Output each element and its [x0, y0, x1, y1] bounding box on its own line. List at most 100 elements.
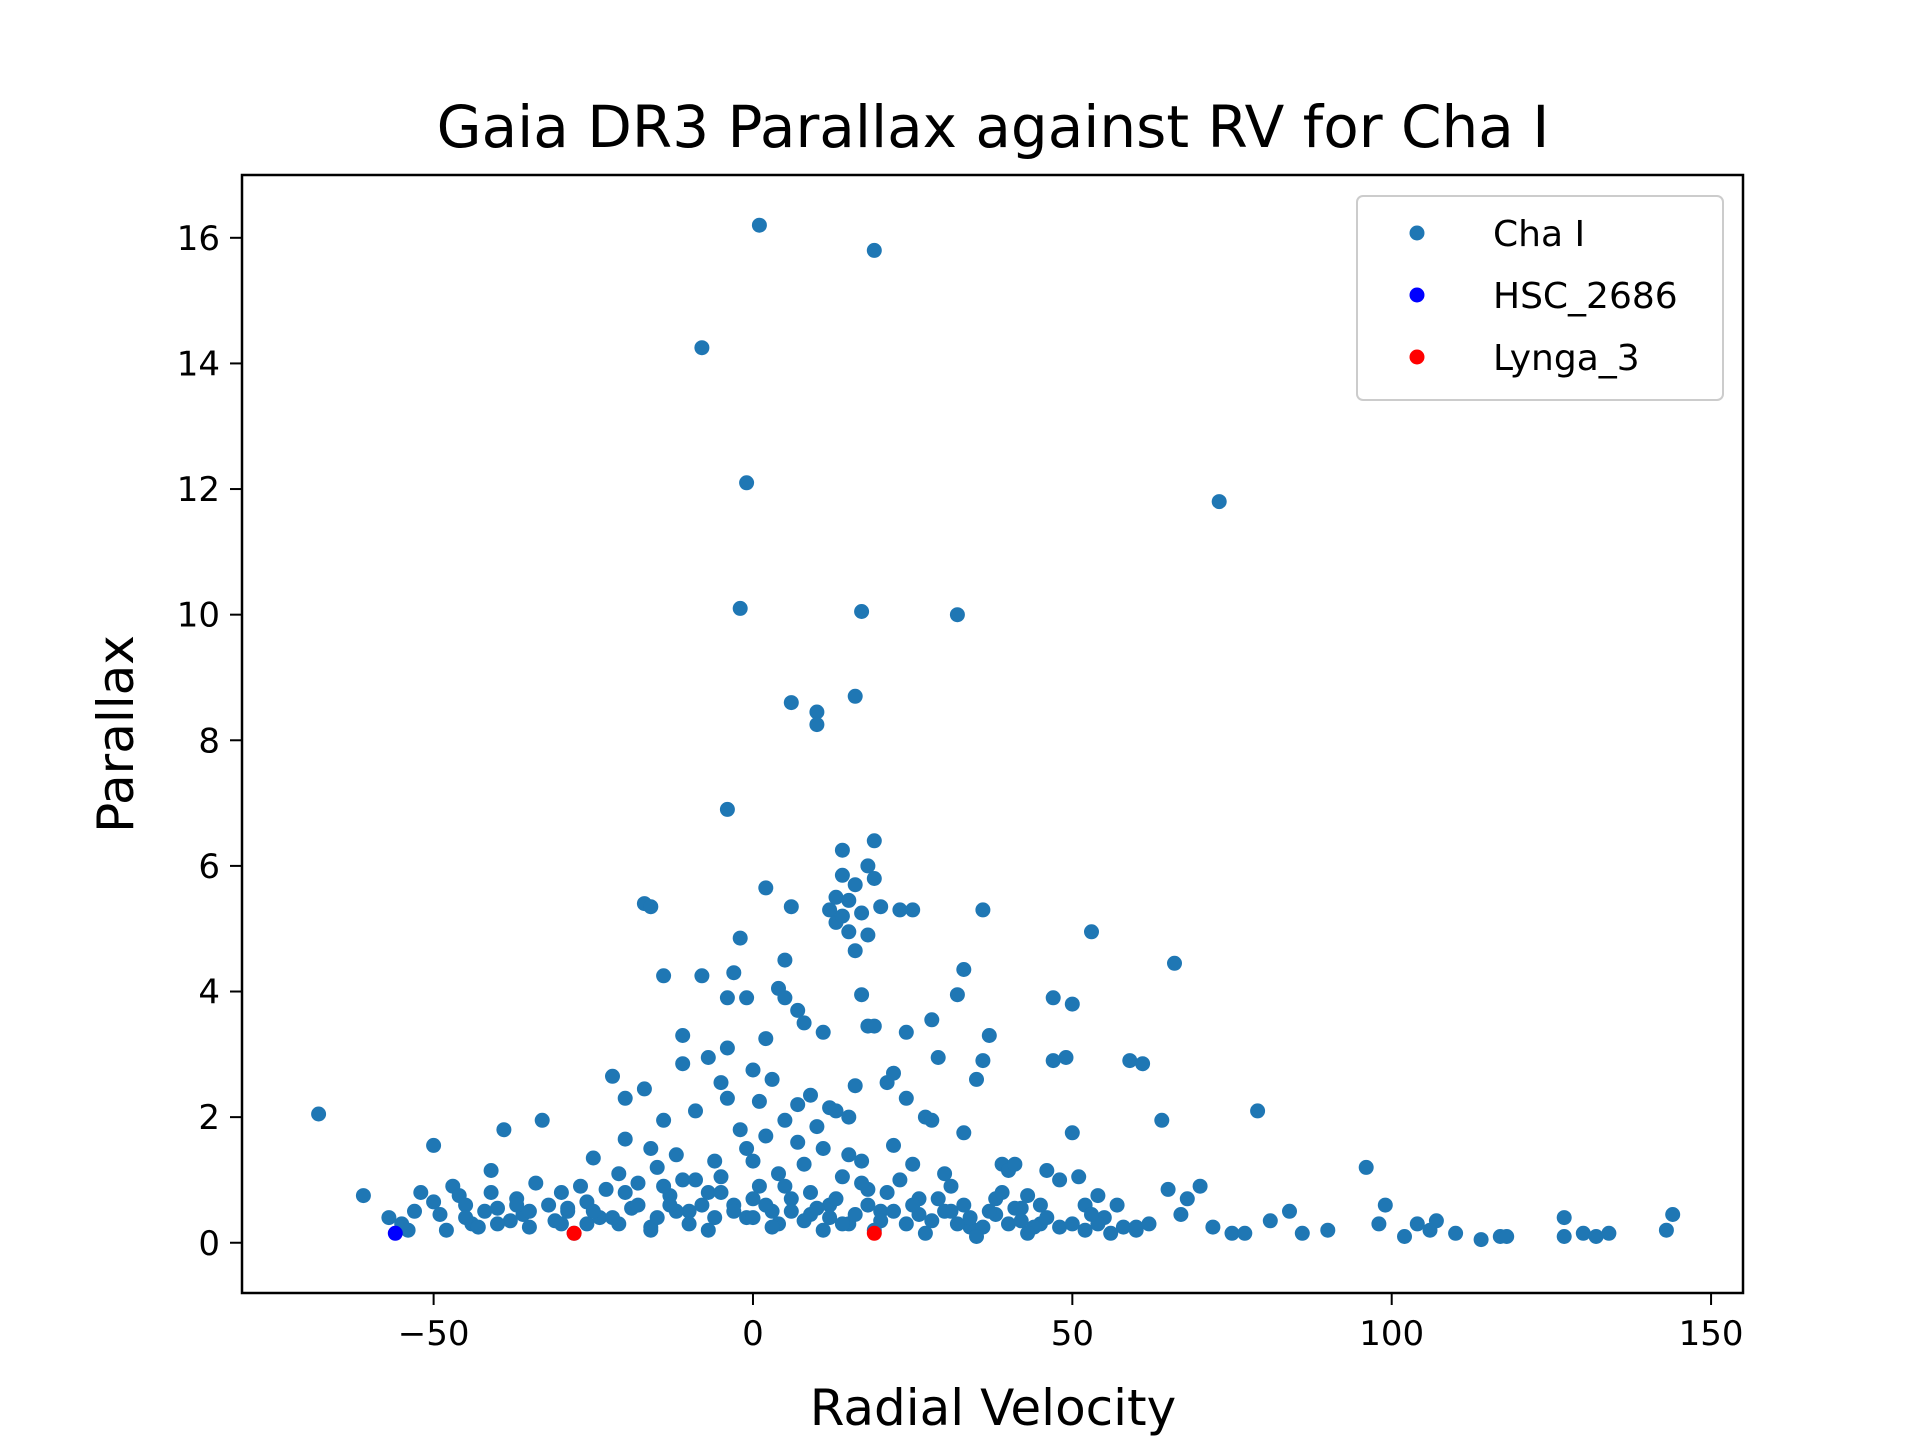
- point-cha-i-75: [739, 990, 755, 1006]
- point-cha-i-253: [1013, 1213, 1029, 1229]
- point-cha-i-69: [726, 965, 742, 981]
- point-cha-i-193: [1211, 494, 1227, 510]
- point-cha-i-293: [1007, 1200, 1023, 1216]
- point-cha-i-150: [930, 1050, 946, 1065]
- point-cha-i-8: [432, 1207, 448, 1222]
- point-cha-i-154: [949, 987, 965, 1003]
- x-tick-label: 150: [1679, 1314, 1744, 1354]
- point-cha-i-141: [892, 902, 908, 918]
- point-cha-i-144: [905, 902, 921, 918]
- x-axis: −50 0 50 100 150: [398, 1293, 1744, 1354]
- point-cha-i-128: [860, 858, 876, 874]
- point-cha-i-85: [764, 1071, 780, 1087]
- point-cha-i-111: [828, 1103, 844, 1119]
- point-cha-i-297: [1032, 1197, 1048, 1213]
- point-cha-i-207: [1428, 1213, 1444, 1229]
- point-cha-i-184: [1135, 1056, 1151, 1072]
- legend-entries: Cha I HSC_2686 Lynga_3: [1409, 214, 1678, 379]
- point-cha-i-94: [783, 1191, 799, 1207]
- point-cha-i-35: [598, 1181, 614, 1197]
- point-cha-i-134: [866, 871, 882, 886]
- point-cha-i-161: [981, 1028, 997, 1043]
- point-cha-i-37: [611, 1166, 627, 1182]
- point-cha-i-288: [841, 1147, 857, 1163]
- point-cha-i-123: [847, 1078, 863, 1094]
- point-cha-i-171: [1045, 990, 1061, 1006]
- point-cha-i-64: [713, 1169, 729, 1185]
- point-cha-i-264: [656, 1178, 672, 1194]
- point-cha-i-196: [1250, 1103, 1266, 1119]
- point-cha-i-133: [866, 833, 882, 849]
- point-cha-i-244: [898, 1216, 914, 1232]
- point-lynga-3-0: [566, 1225, 582, 1241]
- point-cha-i-42: [630, 1175, 646, 1191]
- point-cha-i-277: [579, 1216, 595, 1232]
- point-cha-i-122: [847, 943, 863, 959]
- y-tick-label: 0: [198, 1224, 220, 1264]
- point-cha-i-56: [681, 1203, 697, 1219]
- point-cha-i-105: [815, 1141, 831, 1156]
- point-cha-i-216: [1601, 1225, 1617, 1241]
- point-cha-i-116: [841, 892, 857, 908]
- point-cha-i-80: [751, 1093, 767, 1109]
- point-cha-i-284: [969, 1229, 984, 1244]
- point-cha-i-103: [809, 1119, 825, 1135]
- y-axis: 0 2 4 6 8 10 12 14 16: [177, 219, 242, 1264]
- point-cha-i-243: [886, 1203, 901, 1219]
- point-cha-i-265: [688, 1172, 703, 1188]
- point-cha-i-190: [1179, 1191, 1195, 1207]
- point-cha-i-0: [311, 1106, 327, 1122]
- y-tick-label: 12: [177, 470, 220, 510]
- point-cha-i-135: [866, 1018, 882, 1034]
- point-cha-i-14: [470, 1219, 486, 1235]
- x-tick-label: 100: [1359, 1314, 1424, 1354]
- point-cha-i-185: [1141, 1216, 1157, 1232]
- point-cha-i-112: [834, 842, 850, 858]
- point-cha-i-287: [790, 1134, 806, 1150]
- point-cha-i-189: [1173, 1207, 1189, 1222]
- point-cha-i-194: [1224, 1225, 1240, 1241]
- point-cha-i-195: [1237, 1225, 1253, 1241]
- legend-marker-hsc-2686: [1409, 287, 1425, 303]
- point-cha-i-229: [681, 1216, 697, 1232]
- point-cha-i-160: [975, 1053, 991, 1069]
- point-cha-i-294: [560, 1200, 576, 1216]
- point-cha-i-129: [860, 927, 876, 943]
- legend-box: [1356, 195, 1724, 401]
- point-cha-i-296: [994, 1185, 1010, 1200]
- point-cha-i-4: [407, 1203, 422, 1219]
- point-cha-i-274: [930, 1191, 946, 1207]
- point-cha-i-291: [662, 1197, 678, 1213]
- point-cha-i-212: [1556, 1210, 1572, 1226]
- point-cha-i-198: [1282, 1203, 1297, 1219]
- point-cha-i-222: [521, 1203, 537, 1219]
- legend: Cha I HSC_2686 Lynga_3: [1356, 195, 1724, 401]
- point-cha-i-132: [866, 242, 882, 258]
- point-cha-i-19: [496, 1122, 512, 1138]
- point-cha-i-260: [1103, 1225, 1119, 1241]
- point-cha-i-269: [803, 1185, 818, 1200]
- point-cha-i-120: [847, 688, 863, 704]
- point-cha-i-227: [649, 1210, 665, 1226]
- point-cha-i-266: [713, 1185, 729, 1200]
- point-cha-i-136: [873, 899, 889, 915]
- point-cha-i-26: [541, 1197, 557, 1213]
- point-cha-i-140: [886, 1065, 901, 1081]
- point-cha-i-281: [815, 1222, 831, 1238]
- point-cha-i-16: [483, 1163, 499, 1178]
- point-cha-i-170: [1045, 1053, 1061, 1069]
- point-cha-i-270: [828, 1191, 844, 1207]
- point-cha-i-50: [656, 1112, 672, 1128]
- point-cha-i-33: [585, 1150, 601, 1166]
- point-cha-i-201: [1358, 1159, 1374, 1175]
- point-cha-i-283: [917, 1225, 933, 1241]
- point-cha-i-15: [477, 1203, 493, 1219]
- point-cha-i-213: [1556, 1229, 1572, 1244]
- point-cha-i-12: [458, 1197, 474, 1213]
- point-cha-i-9: [438, 1222, 454, 1238]
- point-cha-i-153: [949, 607, 965, 623]
- point-cha-i-238: [809, 1200, 825, 1216]
- point-cha-i-279: [700, 1222, 716, 1238]
- chart-title: Gaia DR3 Parallax against RV for Cha I: [437, 93, 1550, 161]
